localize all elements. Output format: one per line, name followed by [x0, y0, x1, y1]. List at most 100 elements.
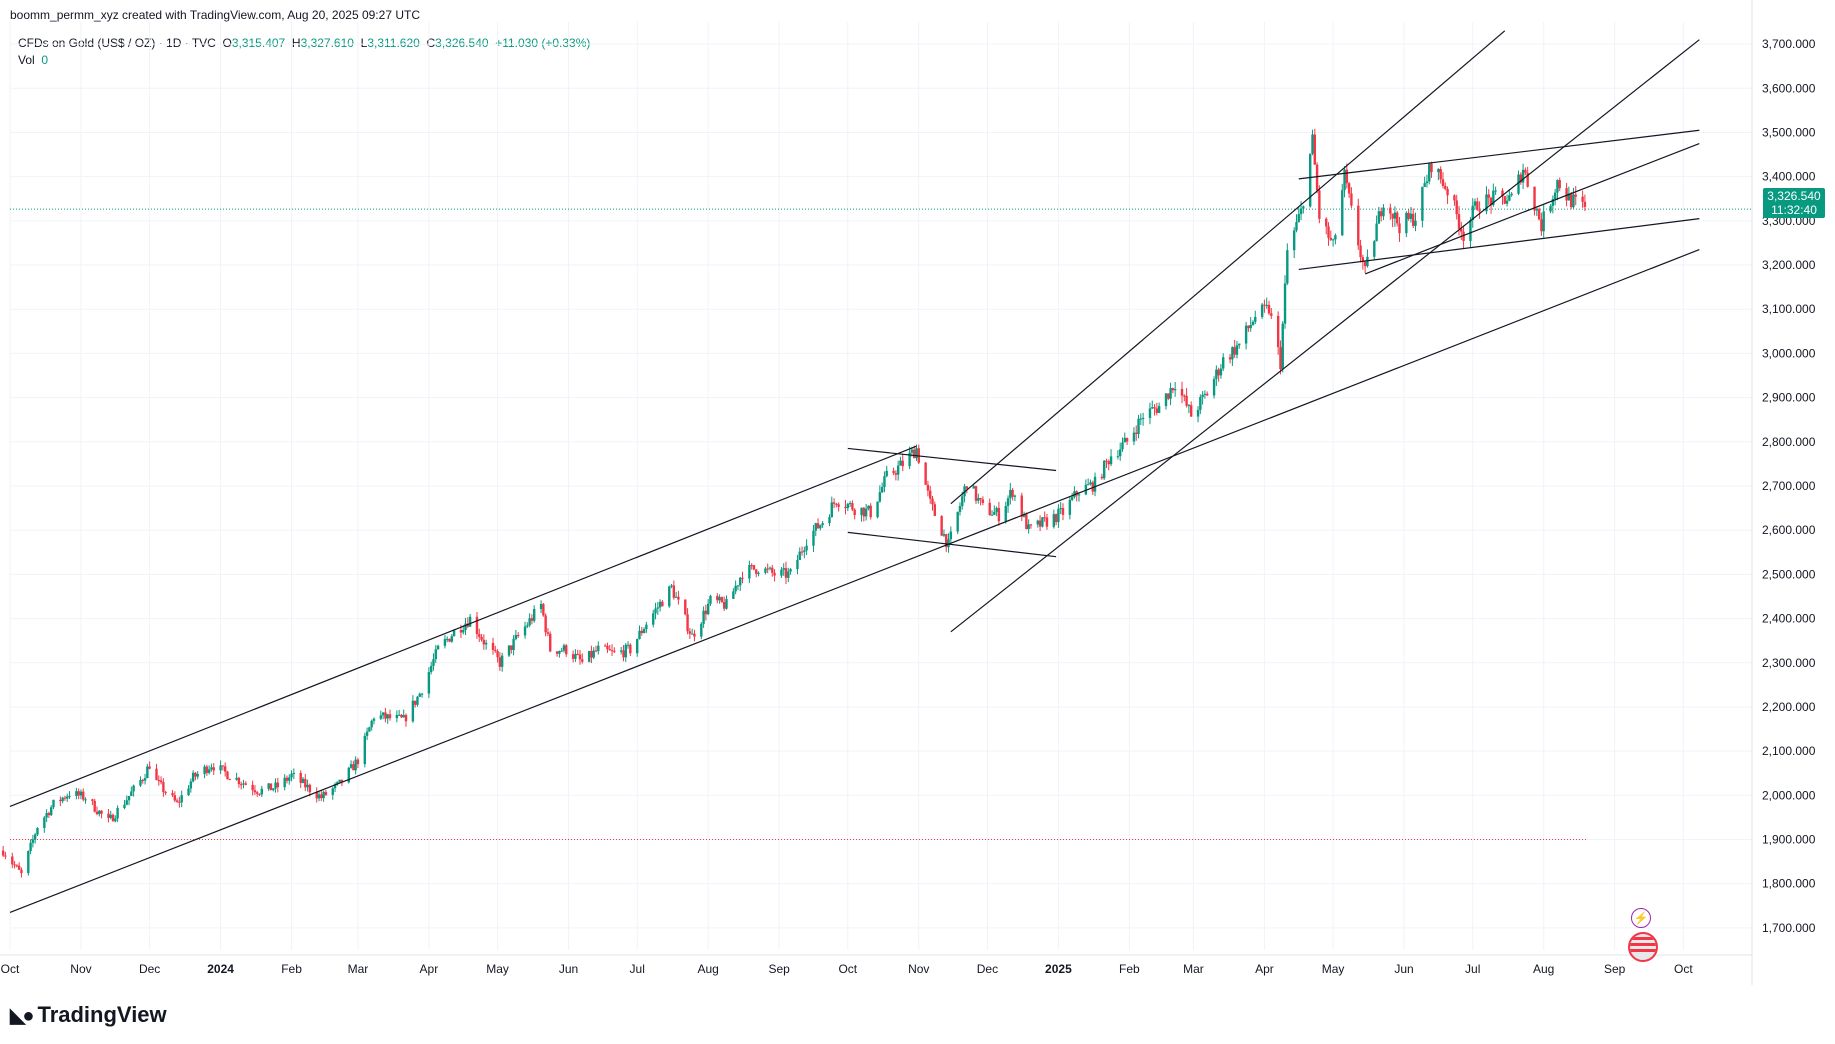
candle-body [1361, 257, 1365, 262]
candle-body [1025, 514, 1028, 530]
candle-body [942, 534, 946, 536]
candle-body [114, 818, 117, 822]
candle-body [947, 539, 950, 548]
candle-body [500, 655, 504, 667]
candle-body [242, 783, 245, 785]
candle-body [418, 693, 421, 697]
candle-body [256, 792, 259, 794]
candle-body [1414, 220, 1417, 226]
candle-body [1373, 241, 1376, 257]
candle-body [372, 718, 376, 721]
y-tick-label: 2,500.000 [1762, 567, 1816, 581]
candle-body [84, 799, 87, 801]
trend-line [1298, 218, 1700, 271]
candle-body [1331, 239, 1335, 241]
candle-body [219, 765, 222, 771]
candle-body [912, 449, 916, 459]
candle-body [933, 504, 936, 516]
candle-body [1313, 134, 1316, 165]
candle-body [333, 784, 337, 789]
candle-body [462, 630, 465, 633]
candle-body [1526, 172, 1529, 187]
candle-body [720, 597, 724, 602]
candle-body [352, 764, 355, 771]
candle-body [764, 568, 767, 573]
candle-body [36, 827, 39, 835]
candle-body [1135, 432, 1138, 434]
candle-body [1286, 250, 1289, 284]
close-label: C [426, 36, 436, 50]
candle-body [958, 505, 962, 512]
candle-body [562, 645, 566, 651]
candle-body [1423, 183, 1426, 187]
candle-body [146, 766, 149, 779]
candle-body [622, 650, 625, 658]
candle-body [253, 790, 257, 793]
candle-body [1086, 484, 1090, 486]
candle-body [283, 777, 286, 788]
candle-body [1231, 347, 1234, 360]
x-tick-label: Feb [281, 962, 302, 976]
symbol-name[interactable]: CFDs on Gold (US$ / OZ) · 1D · TVC [18, 36, 216, 50]
candle-body [1011, 489, 1014, 497]
candle-body [1551, 198, 1555, 206]
candle-body [587, 651, 591, 662]
candle-body [1542, 211, 1545, 232]
trend-lines [9, 30, 1700, 913]
candle-body [576, 653, 579, 655]
candle-body [221, 765, 225, 767]
candle-body [1462, 231, 1465, 241]
x-tick-label: Jul [630, 962, 645, 976]
candle-body [20, 869, 23, 874]
candle-body [157, 780, 160, 782]
us-flag-icon[interactable] [1628, 932, 1658, 962]
candle-body [558, 651, 561, 654]
candle-body [1334, 235, 1337, 240]
lightning-icon[interactable]: ⚡ [1631, 908, 1651, 928]
candle-body [652, 613, 655, 625]
candle-body [203, 766, 206, 775]
candle-body [436, 645, 440, 650]
candle-body [1038, 520, 1042, 527]
candle-body [47, 813, 51, 816]
candle-body [1167, 393, 1170, 399]
candle-body [594, 650, 598, 652]
x-tick-label: Jun [559, 962, 578, 976]
candle-body [528, 618, 531, 626]
candle-body [1327, 226, 1330, 238]
candle-body [365, 731, 369, 736]
candle-body [530, 618, 534, 621]
y-tick-label: 2,200.000 [1762, 700, 1816, 714]
volume-label: Vol [18, 53, 35, 67]
candle-body [677, 596, 680, 600]
candle-body [878, 492, 882, 502]
bar-countdown: 11:32:40 [1771, 203, 1817, 217]
candle-body [1283, 283, 1287, 324]
tradingview-logo[interactable]: ◣● TradingView [10, 1002, 167, 1028]
candle-body [260, 788, 264, 795]
candle-body [338, 779, 341, 782]
tradingview-mark-icon: ◣● [10, 1004, 35, 1027]
candle-body [1020, 495, 1023, 517]
candle-body [15, 865, 19, 867]
candle-body [961, 496, 964, 506]
candle-body [1299, 208, 1303, 215]
candle-body [1116, 456, 1120, 458]
candle-body [590, 651, 593, 658]
candle-body [1201, 394, 1204, 398]
candle-body [1061, 508, 1065, 515]
trend-line [9, 249, 1700, 913]
candle-body [31, 839, 35, 843]
candle-body [395, 714, 399, 719]
candle-body [1169, 388, 1172, 399]
candle-body [507, 645, 511, 656]
candle-body [1343, 169, 1346, 191]
candle-body [75, 791, 78, 796]
candle-body [722, 601, 726, 609]
candle-body [180, 795, 183, 803]
candle-body [782, 568, 785, 570]
candle-body [130, 791, 133, 796]
candle-body [1123, 437, 1126, 443]
candle-body [17, 865, 21, 870]
